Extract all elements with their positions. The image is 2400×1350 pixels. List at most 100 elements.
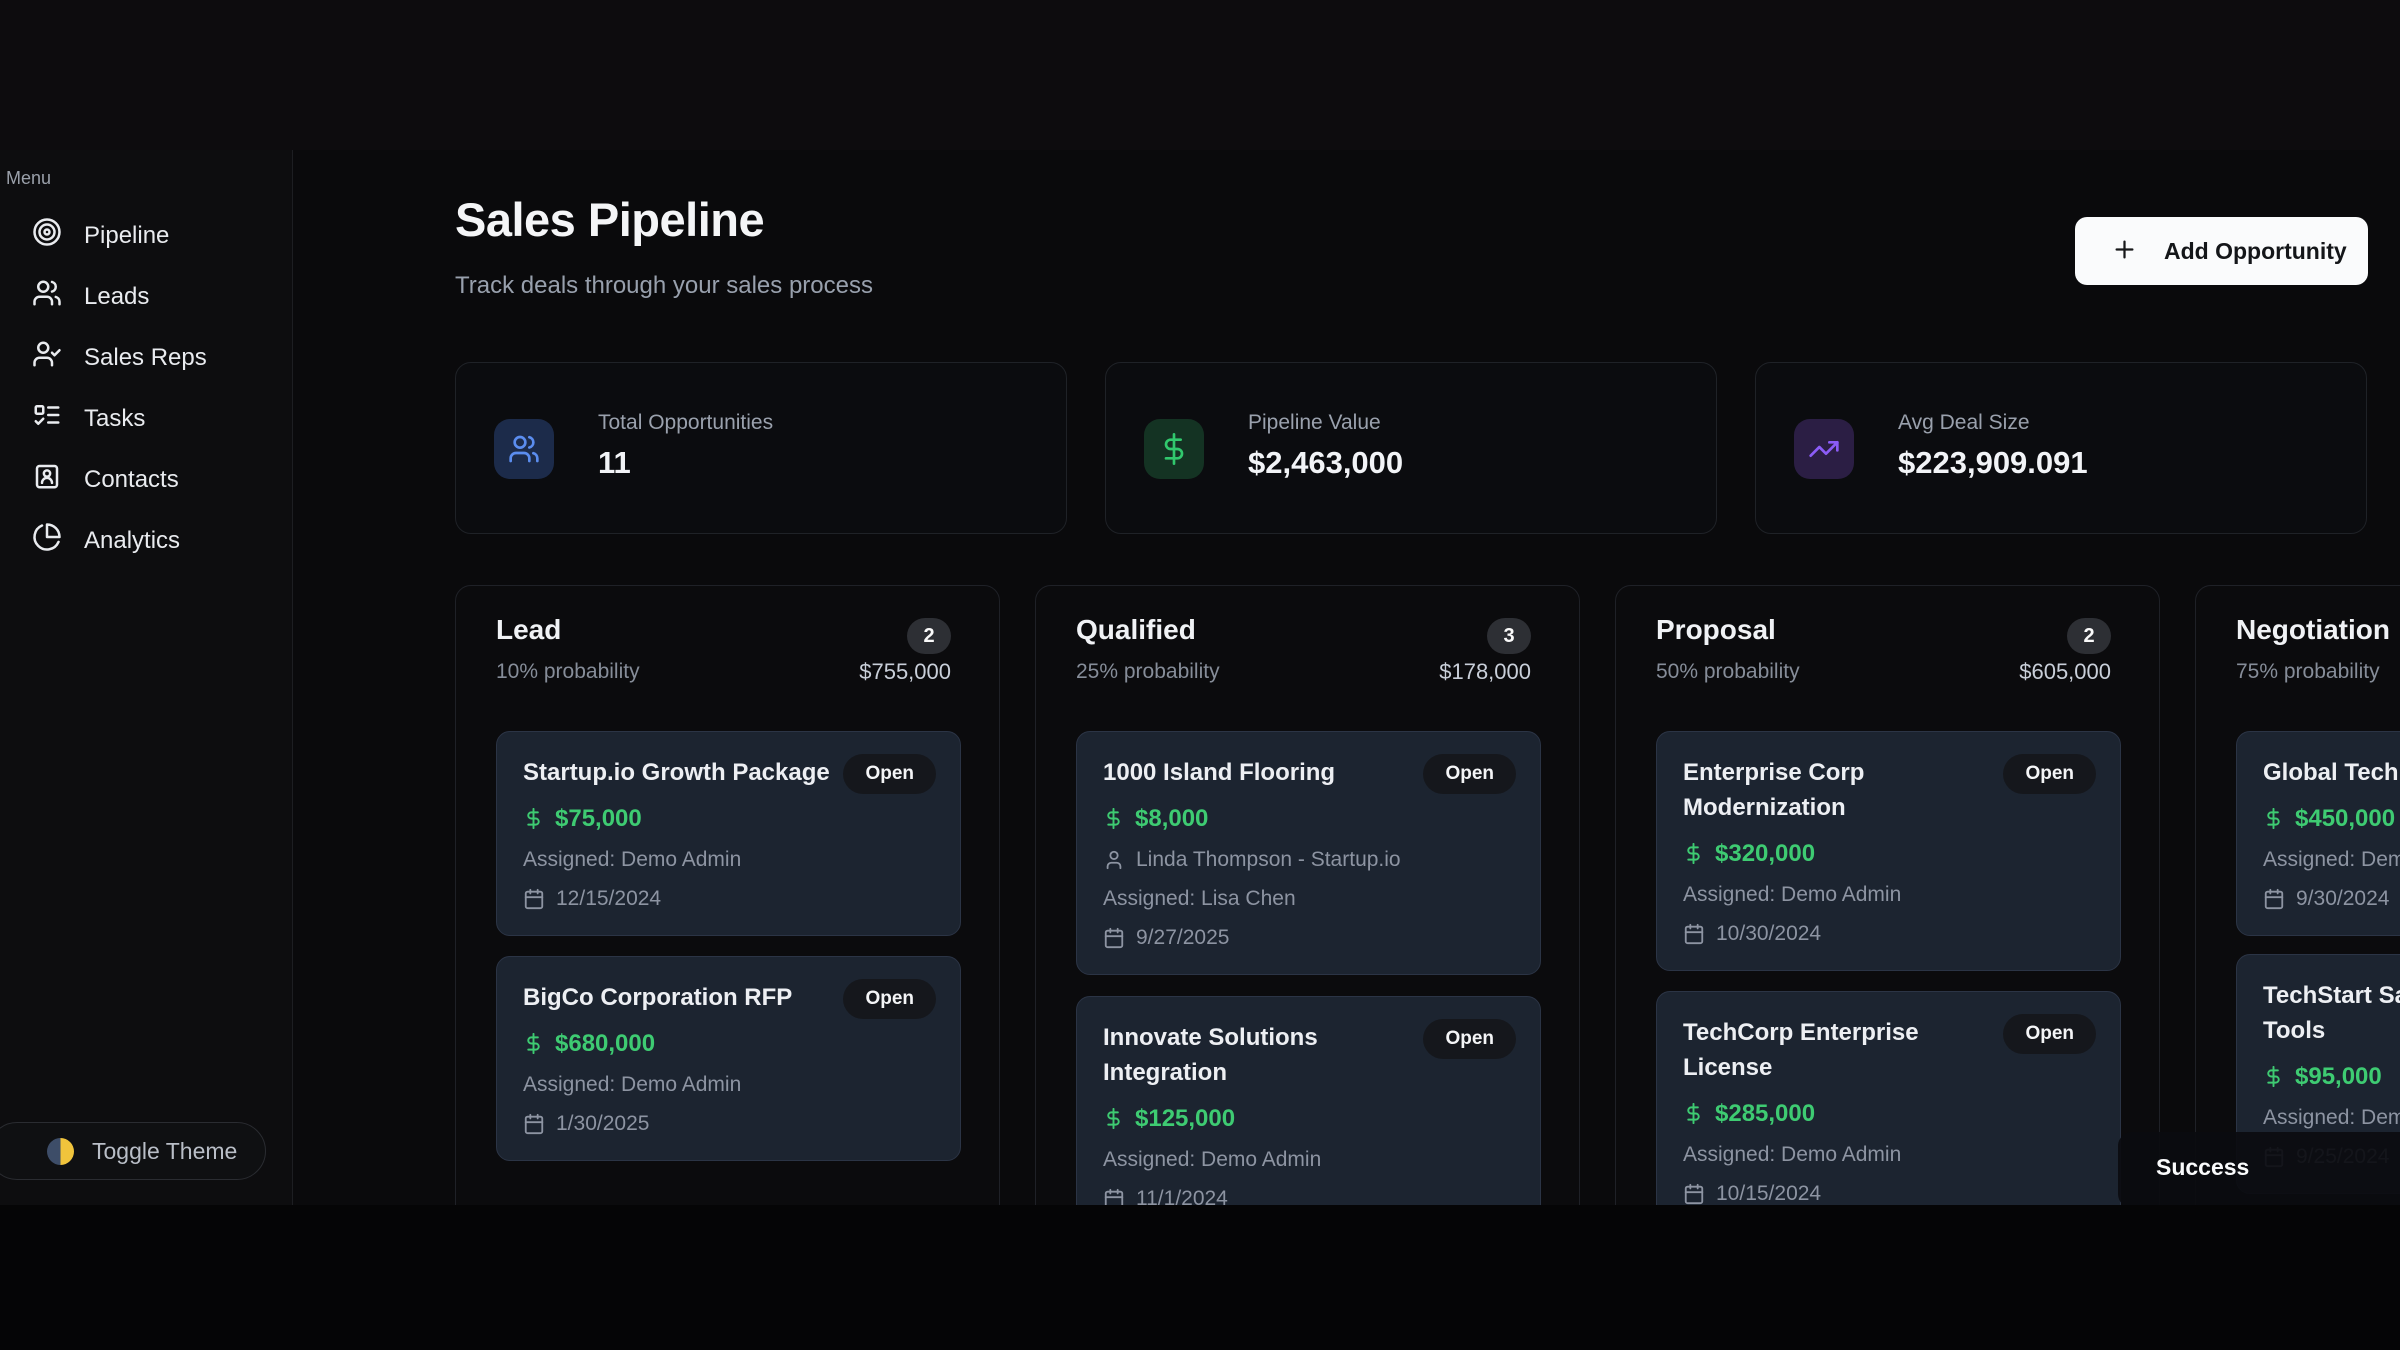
sidebar-item-leads[interactable]: Leads: [0, 266, 292, 327]
sidebar-item-label: Sales Reps: [84, 343, 207, 371]
deal-status-badge: Open: [843, 754, 936, 794]
column-total: $178,000: [1439, 659, 1531, 684]
calendar-icon: [524, 1113, 544, 1134]
column-title: Proposal: [1656, 614, 1776, 645]
column-title: Lead: [496, 614, 562, 645]
stat-label: Avg Deal Size: [1898, 411, 2030, 434]
deal-date: 12/15/2024: [523, 887, 934, 911]
users-icon: [494, 419, 554, 479]
sidebar-item-sales-reps[interactable]: Sales Reps: [0, 327, 292, 388]
plus-icon: [2111, 236, 2138, 266]
column-probability: 25% probability: [1076, 660, 1220, 683]
deal-card[interactable]: 1000 Island Flooring Open $8,000 Linda T…: [1076, 731, 1541, 975]
dollar-icon: [527, 1033, 540, 1055]
sidebar: Menu Pipeline Leads Sales Reps: [0, 150, 293, 1205]
stat-label: Total Opportunities: [598, 411, 774, 434]
sidebar-item-tasks[interactable]: Tasks: [0, 388, 292, 449]
deal-date: 9/27/2025: [1103, 926, 1514, 950]
dollar-icon: [527, 808, 540, 830]
stat-card-pipeline-value: Pipeline Value $2,463,000: [1105, 362, 1717, 534]
deal-title: TechCorp Enterprise License: [1683, 1019, 1919, 1081]
dollar-icon: [1144, 419, 1204, 479]
deal-value: $8,000: [1103, 805, 1514, 833]
success-toast: Success: [2118, 1132, 2400, 1208]
dollar-icon: [2267, 1066, 2280, 1088]
stat-card-avg-deal-size: Avg Deal Size $223,909.091: [1755, 362, 2367, 534]
column-count-badge: 2: [2067, 618, 2111, 654]
page-subtitle: Track deals through your sales process: [455, 272, 873, 299]
top-strip: [0, 0, 2400, 150]
column-title: Qualified: [1076, 614, 1196, 645]
deal-card[interactable]: TechCorp Enterprise License Open $285,00…: [1656, 991, 2121, 1231]
deal-assigned: Assigned: Demo Admin: [2263, 1105, 2400, 1129]
deal-title: BigCo Corporation RFP: [523, 984, 793, 1011]
stat-value: 11: [598, 445, 631, 480]
deal-status-badge: Open: [2003, 1014, 2096, 1054]
deal-card[interactable]: BigCo Corporation RFP Open $680,000 Assi…: [496, 956, 961, 1161]
column-probability: 50% probability: [1656, 660, 1800, 683]
pie-chart-icon: [32, 522, 62, 559]
deal-status-badge: Open: [843, 979, 936, 1019]
pipeline-column-lead: Lead 2 10% probability $755,000 Startup.…: [455, 585, 1000, 1325]
calendar-icon: [2264, 888, 2284, 909]
deal-title: TechStart Sales Tools: [2263, 982, 2400, 1044]
deal-assigned: Assigned: Demo Admin: [1683, 1142, 1902, 1166]
toast-message: Success: [2156, 1154, 2250, 1180]
deal-title: 1000 Island Flooring: [1103, 759, 1336, 786]
deal-value: $125,000: [1103, 1105, 1514, 1133]
deal-assigned: Assigned: Demo Admin: [523, 847, 742, 871]
deal-assigned: Assigned: Demo Admin: [1683, 882, 1902, 906]
sidebar-item-contacts[interactable]: Contacts: [0, 449, 292, 510]
trending-up-icon: [1794, 419, 1854, 479]
deal-value: $75,000: [523, 805, 934, 833]
deal-card[interactable]: Global Tech $450,000 Assigned: Demo Admi…: [2236, 731, 2400, 936]
column-total: $755,000: [859, 659, 951, 684]
deal-title: Startup.io Growth Package: [523, 759, 830, 786]
deal-card[interactable]: Innovate Solutions Integration Open $125…: [1076, 996, 1541, 1236]
dollar-icon: [1107, 808, 1120, 830]
theme-toggle-label: Toggle Theme: [92, 1137, 238, 1164]
column-probability: 75% probability: [2236, 660, 2380, 683]
deal-card[interactable]: Startup.io Growth Package Open $75,000 A…: [496, 731, 961, 936]
dollar-icon: [1107, 1108, 1120, 1130]
deal-assigned: Assigned: Demo Admin: [2263, 847, 2400, 871]
column-title: Negotiation: [2236, 614, 2390, 645]
sidebar-menu-label: Menu: [6, 168, 52, 188]
column-count-badge: 2: [907, 618, 951, 654]
calendar-icon: [1104, 927, 1124, 948]
deal-status-badge: Open: [1423, 754, 1516, 794]
bottom-strip: [0, 1205, 2400, 1350]
deal-date: 9/30/2024: [2263, 887, 2400, 911]
deal-value: $680,000: [523, 1030, 934, 1058]
add-opportunity-button[interactable]: Add Opportunity: [2075, 217, 2368, 285]
deal-date: 10/15/2024: [1683, 1182, 2094, 1206]
deal-value: $320,000: [1683, 840, 2094, 868]
user-check-icon: [32, 339, 62, 376]
list-todo-icon: [32, 400, 62, 437]
deal-value: $285,000: [1683, 1100, 2094, 1128]
add-opportunity-label: Add Opportunity: [2164, 237, 2347, 264]
column-probability: 10% probability: [496, 660, 640, 683]
pipeline-column-proposal: Proposal 2 50% probability $605,000 Ente…: [1615, 585, 2160, 1325]
stat-value: $223,909.091: [1898, 445, 2088, 480]
sidebar-item-label: Leads: [84, 282, 150, 310]
users-icon: [32, 278, 62, 315]
page-title: Sales Pipeline: [455, 193, 765, 246]
user-icon: [1106, 850, 1122, 869]
theme-toggle-button[interactable]: Toggle Theme: [0, 1122, 266, 1180]
deal-card[interactable]: Enterprise Corp Modernization Open $320,…: [1656, 731, 2121, 971]
deal-assigned: Assigned: Demo Admin: [523, 1072, 742, 1096]
sidebar-item-pipeline[interactable]: Pipeline: [0, 205, 292, 266]
sidebar-item-analytics[interactable]: Analytics: [0, 510, 292, 571]
deal-contact: Linda Thompson - Startup.io: [1103, 848, 1514, 872]
deal-title: Innovate Solutions Integration: [1103, 1024, 1318, 1086]
sidebar-item-label: Tasks: [84, 404, 146, 432]
contact-card-icon: [32, 461, 62, 498]
deal-title: Global Tech: [2263, 759, 2399, 786]
dollar-icon: [1687, 1103, 1700, 1125]
deal-status-badge: Open: [1423, 1019, 1516, 1059]
dollar-icon: [2267, 808, 2280, 830]
deal-title: Enterprise Corp Modernization: [1683, 759, 1865, 821]
deal-value: $450,000: [2263, 805, 2400, 833]
